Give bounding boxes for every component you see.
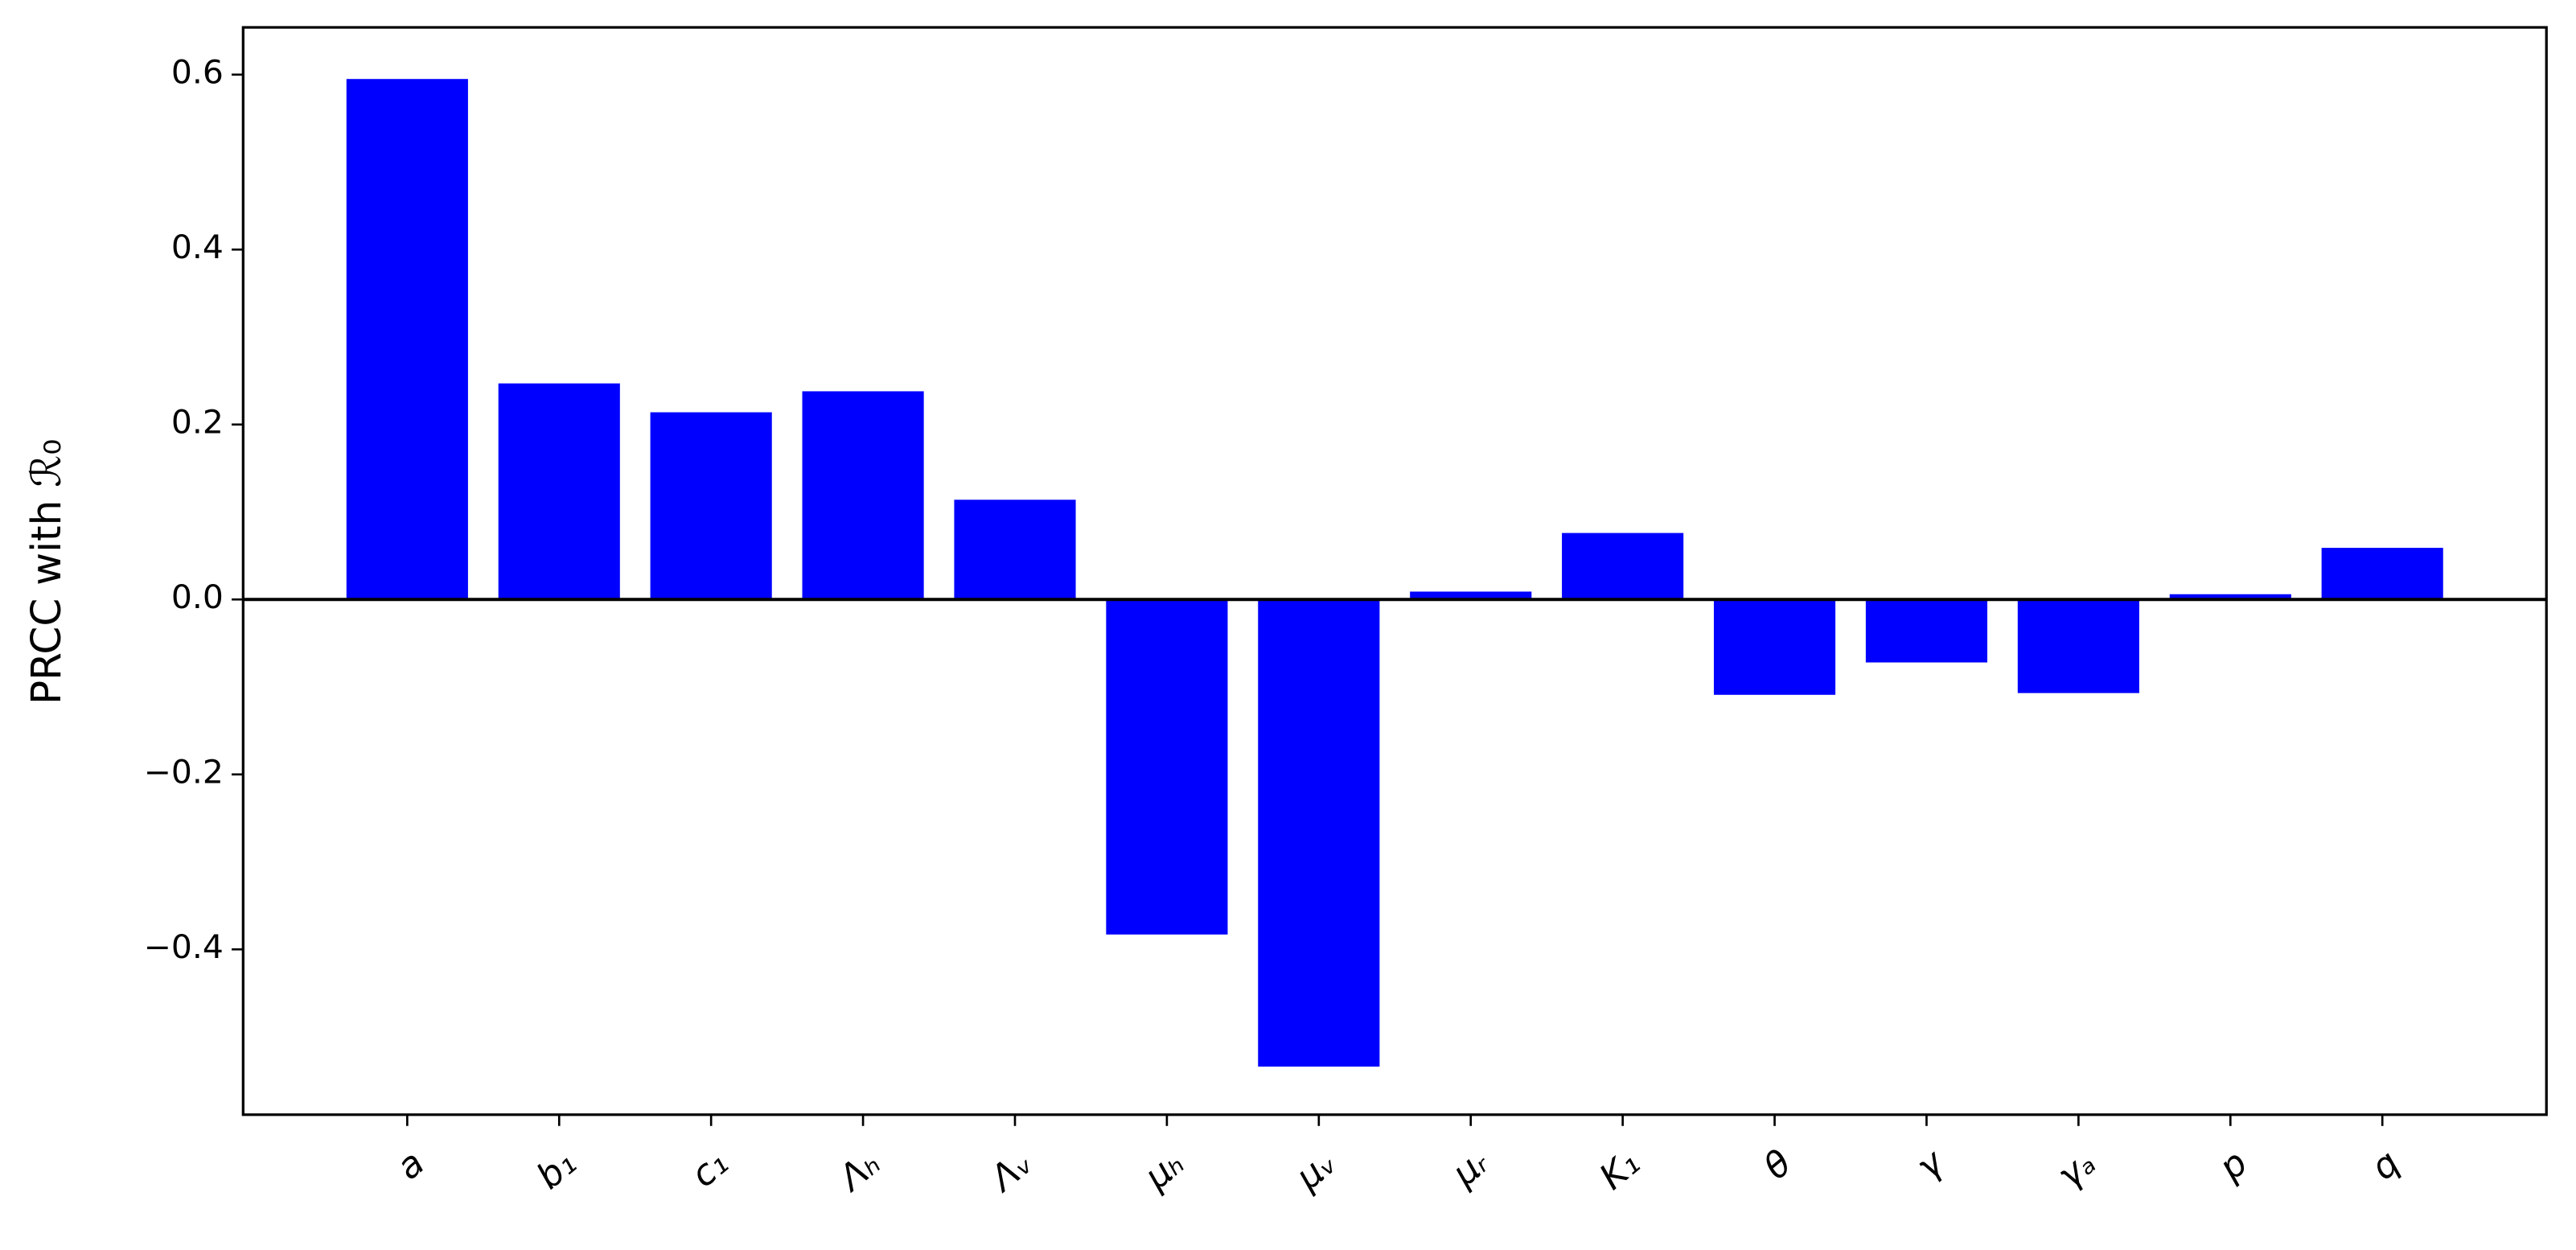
bar [1106,599,1228,935]
x-tick-label: K₁ [1592,1143,1647,1199]
bar [954,500,1076,600]
y-tick-label: 0.0 [171,578,224,617]
x-tick-label: γ [1908,1141,1954,1187]
x-tick-label: μᵣ [1444,1142,1497,1195]
x-tick-label: q [2364,1143,2408,1189]
y-tick-label: 0.2 [171,403,224,442]
bar [2169,594,2291,600]
y-tick-label: 0.6 [171,53,224,92]
x-tick-label: p [2211,1143,2256,1189]
x-tick-label: c₁ [684,1143,737,1196]
bar [1713,599,1836,695]
y-tick-label: −0.2 [144,753,224,792]
x-tick-label: b₁ [529,1143,585,1198]
x-tick-label: γₐ [2050,1143,2104,1197]
bar [802,391,924,600]
bar [1865,599,1988,663]
x-tick-label: Λᵥ [981,1143,1040,1201]
y-tick-label: 0.4 [171,228,224,267]
x-tick-label: μᵥ [1288,1143,1344,1199]
x-tick-label: θ [1756,1143,1800,1188]
x-tick-label: μₕ [1136,1143,1193,1199]
bar [1410,591,1532,600]
bar [1562,532,1684,600]
bar [346,79,468,600]
bar [2017,599,2139,693]
y-axis-label: PRCC with ℛ₀ [22,439,70,705]
y-tick-label: −0.4 [144,928,224,967]
bar [2321,548,2443,600]
x-tick-label: a [388,1143,432,1188]
bar [498,383,620,600]
plot-frame [241,26,2548,1116]
bar [1258,599,1380,1067]
bar [650,412,772,600]
x-tick-label: Λₕ [830,1143,889,1200]
